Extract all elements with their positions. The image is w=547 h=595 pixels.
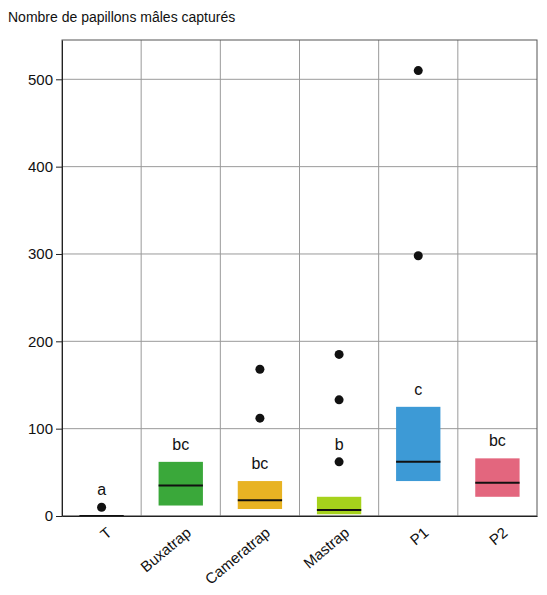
- y-tick-label: 0: [45, 507, 53, 524]
- y-tick: 200: [28, 333, 62, 350]
- median: [317, 509, 361, 511]
- group-letter: bc: [489, 432, 506, 449]
- x-tick: Cameratrap: [202, 516, 274, 588]
- outlier: [414, 251, 423, 260]
- letters: abcbcbcbc: [97, 381, 506, 498]
- x-tick-label: Mastrap: [300, 524, 352, 572]
- category-separators: [141, 40, 458, 516]
- y-tick-mark: [56, 341, 62, 342]
- box-group: [317, 350, 361, 514]
- outlier: [414, 66, 423, 75]
- outlier: [335, 457, 344, 466]
- outlier: [97, 503, 106, 512]
- x-tick: P1: [406, 516, 431, 548]
- x-tick: T: [97, 516, 115, 543]
- y-tick: 300: [28, 245, 62, 262]
- y-tick-label: 300: [28, 245, 53, 262]
- x-tick-label: Buxatrap: [137, 524, 194, 576]
- x-tick: P2: [486, 516, 511, 548]
- y-tick-label: 200: [28, 333, 53, 350]
- y-axis: 0 100 200 300 400 500: [28, 41, 63, 525]
- group-letter: bc: [172, 436, 189, 453]
- median: [475, 482, 519, 484]
- y-axis-line: [62, 41, 63, 517]
- y-tick-label: 400: [28, 158, 53, 175]
- group-letter: c: [414, 381, 422, 398]
- y-tick-mark: [56, 167, 62, 168]
- y-tick-mark: [56, 254, 62, 255]
- outlier: [255, 365, 264, 374]
- box: [159, 462, 203, 506]
- median: [159, 484, 203, 486]
- chart: 0 100 200 300 400 500 T BuxatrapCameratrap Mastr…: [0, 0, 547, 595]
- y-tick-mark: [56, 516, 62, 517]
- box: [396, 407, 440, 481]
- box: [475, 458, 519, 496]
- box-group: [79, 503, 123, 516]
- box-group: [396, 66, 440, 481]
- category-separator: [378, 40, 379, 516]
- box-group: [159, 462, 203, 506]
- category-separator: [457, 40, 458, 516]
- box-group: [238, 365, 282, 509]
- median: [238, 499, 282, 501]
- x-tick-label: P1: [406, 524, 431, 549]
- y-tick-mark: [56, 79, 62, 80]
- category-separator: [220, 40, 221, 516]
- outlier: [335, 350, 344, 359]
- y-tick-label: 100: [28, 420, 53, 437]
- x-tick: Buxatrap: [137, 516, 194, 575]
- median: [79, 515, 123, 516]
- group-letter: b: [335, 436, 344, 453]
- x-axis-line: [63, 516, 538, 517]
- x-tick: Mastrap: [300, 516, 352, 571]
- y-tick-mark: [56, 429, 62, 430]
- x-axis: T BuxatrapCameratrap Mastrap P1 P2: [63, 516, 538, 588]
- median: [396, 461, 440, 463]
- box-group: [475, 458, 519, 496]
- x-tick-label: Cameratrap: [202, 524, 274, 588]
- marks: [79, 66, 519, 516]
- group-letter: bc: [251, 455, 268, 472]
- x-tick-label: T: [97, 524, 115, 543]
- x-tick-label: P2: [486, 524, 511, 549]
- y-tick-label: 500: [28, 71, 53, 88]
- plot: 0 100 200 300 400 500 T BuxatrapCameratrap Mastr…: [28, 40, 538, 588]
- outlier: [335, 395, 344, 404]
- box: [317, 497, 361, 514]
- y-axis-title: Nombre de papillons mâles capturés: [8, 9, 235, 25]
- y-tick: 500: [28, 71, 62, 88]
- box: [79, 516, 123, 517]
- plot-frame: [62, 40, 537, 516]
- y-tick: 400: [28, 158, 62, 175]
- outlier: [255, 414, 264, 423]
- y-tick: 100: [28, 420, 62, 437]
- group-letter: a: [97, 481, 106, 498]
- category-separator: [141, 40, 142, 516]
- category-separator: [299, 40, 300, 516]
- box: [238, 481, 282, 509]
- y-tick: 0: [45, 507, 62, 524]
